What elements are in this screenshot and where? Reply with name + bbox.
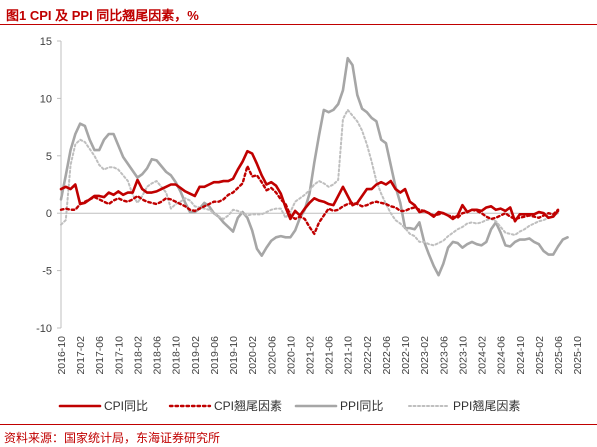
- x-tick-label-group: 2024-10: [515, 336, 527, 375]
- x-tick-label-group: 2016-10: [56, 336, 68, 375]
- x-tick-label-group: 2023-10: [457, 336, 469, 375]
- x-tick-label: 2025-02: [534, 336, 546, 375]
- x-tick-label: 2024-02: [477, 336, 489, 375]
- x-tick-label: 2023-10: [457, 336, 469, 375]
- series-ppi-tail-line: [60, 108, 559, 247]
- x-tick-label: 2024-10: [515, 336, 527, 375]
- y-tick-label: 5: [46, 151, 52, 163]
- series-ppi-line: [59, 56, 569, 277]
- x-tick-label: 2021-06: [324, 336, 336, 375]
- y-tick-label: 0: [46, 208, 52, 220]
- legend-ppi: PPI同比: [294, 399, 383, 413]
- x-tick-label-group: 2022-06: [381, 336, 393, 375]
- x-tick-label-group: 2020-10: [285, 336, 297, 375]
- y-tick-label: 10: [40, 93, 52, 105]
- x-tick-label-group: 2018-10: [171, 336, 183, 375]
- legend-cpi: CPI同比: [58, 399, 148, 413]
- chart-title: 图1 CPI 及 PPI 同比翘尾因素，%: [6, 8, 199, 23]
- legend-cpi-tail: CPI翘尾因素: [168, 399, 282, 413]
- x-tick-label-group: 2025-02: [534, 336, 546, 375]
- x-tick-label-group: 2023-02: [419, 336, 431, 375]
- x-tick-label: 2022-10: [400, 336, 412, 375]
- y-tick-label: -10: [36, 323, 52, 335]
- legend: CPI同比 CPI翘尾因素 PPI同比 PPI翘尾因素: [58, 399, 520, 413]
- x-tick-label-group: 2024-06: [496, 336, 508, 375]
- x-tick-label: 2016-10: [56, 336, 68, 375]
- x-tick-label: 2017-10: [113, 336, 125, 375]
- x-tick-label-group: 2019-10: [228, 336, 240, 375]
- x-tick-label: 2017-06: [94, 336, 106, 375]
- x-tick-label-group: 2021-02: [305, 336, 317, 375]
- x-tick-label: 2023-06: [438, 336, 450, 375]
- axes: 15 10 5 0 -5 -10 2016-10 2017-02 2017-06 2017-10 2…: [36, 36, 584, 375]
- x-tick-label-group: 2025-10: [572, 336, 584, 375]
- source-divider: [0, 424, 597, 425]
- legend-ppi-tail: PPI翘尾因素: [408, 399, 520, 413]
- legend-cpi-label: CPI同比: [104, 399, 148, 413]
- title-divider: [0, 24, 597, 25]
- x-tick-label-group: 2018-06: [152, 336, 164, 375]
- x-tick-label: 2022-02: [362, 336, 374, 375]
- x-tick-label-group: 2019-06: [209, 336, 221, 375]
- x-tick-label: 2022-06: [381, 336, 393, 375]
- x-tick-label: 2019-10: [228, 336, 240, 375]
- y-tick-label: -5: [42, 266, 52, 278]
- x-tick-label: 2023-02: [419, 336, 431, 375]
- x-tick-label-group: 2022-10: [400, 336, 412, 375]
- x-tick-label-group: 2017-02: [75, 336, 87, 375]
- x-tick-label-group: 2021-06: [324, 336, 336, 375]
- x-tick-label-group: 2019-02: [190, 336, 202, 375]
- x-tick-label: 2025-10: [572, 336, 584, 375]
- x-tick-label: 2019-06: [209, 336, 221, 375]
- x-tick-label: 2018-06: [152, 336, 164, 375]
- x-tick-label: 2019-02: [190, 336, 202, 375]
- x-tick-label: 2024-06: [496, 336, 508, 375]
- x-tick-label: 2018-02: [132, 336, 144, 375]
- x-tick-label: 2021-10: [343, 336, 355, 375]
- legend-ppi-label: PPI同比: [340, 399, 383, 413]
- x-tick-label-group: 2022-02: [362, 336, 374, 375]
- x-tick-label-group: 2017-10: [113, 336, 125, 375]
- x-tick-label-group: 2020-02: [247, 336, 259, 375]
- series-layer: [59, 56, 569, 277]
- x-tick-label-group: 2018-02: [132, 336, 144, 375]
- x-tick-label: 2018-10: [171, 336, 183, 375]
- source-note: 资料来源：国家统计局，东海证券研究所: [4, 431, 221, 445]
- x-tick-label: 2017-02: [75, 336, 87, 375]
- x-tick-label-group: 2023-06: [438, 336, 450, 375]
- x-tick-label: 2020-06: [266, 336, 278, 375]
- x-tick-label: 2020-10: [285, 336, 297, 375]
- legend-cpi-tail-label: CPI翘尾因素: [214, 399, 282, 413]
- legend-ppi-tail-label: PPI翘尾因素: [453, 399, 520, 413]
- x-tick-label: 2020-02: [247, 336, 259, 375]
- x-tick-label-group: 2024-02: [477, 336, 489, 375]
- x-tick-label-group: 2021-10: [343, 336, 355, 375]
- x-tick-label: 2021-02: [305, 336, 317, 375]
- x-tick-label: 2025-06: [553, 336, 565, 375]
- y-tick-label: 15: [40, 36, 52, 48]
- x-tick-label-group: 2020-06: [266, 336, 278, 375]
- x-tick-label-group: 2017-06: [94, 336, 106, 375]
- x-tick-label-group: 2025-06: [553, 336, 565, 375]
- series-cpi-line: [59, 149, 560, 223]
